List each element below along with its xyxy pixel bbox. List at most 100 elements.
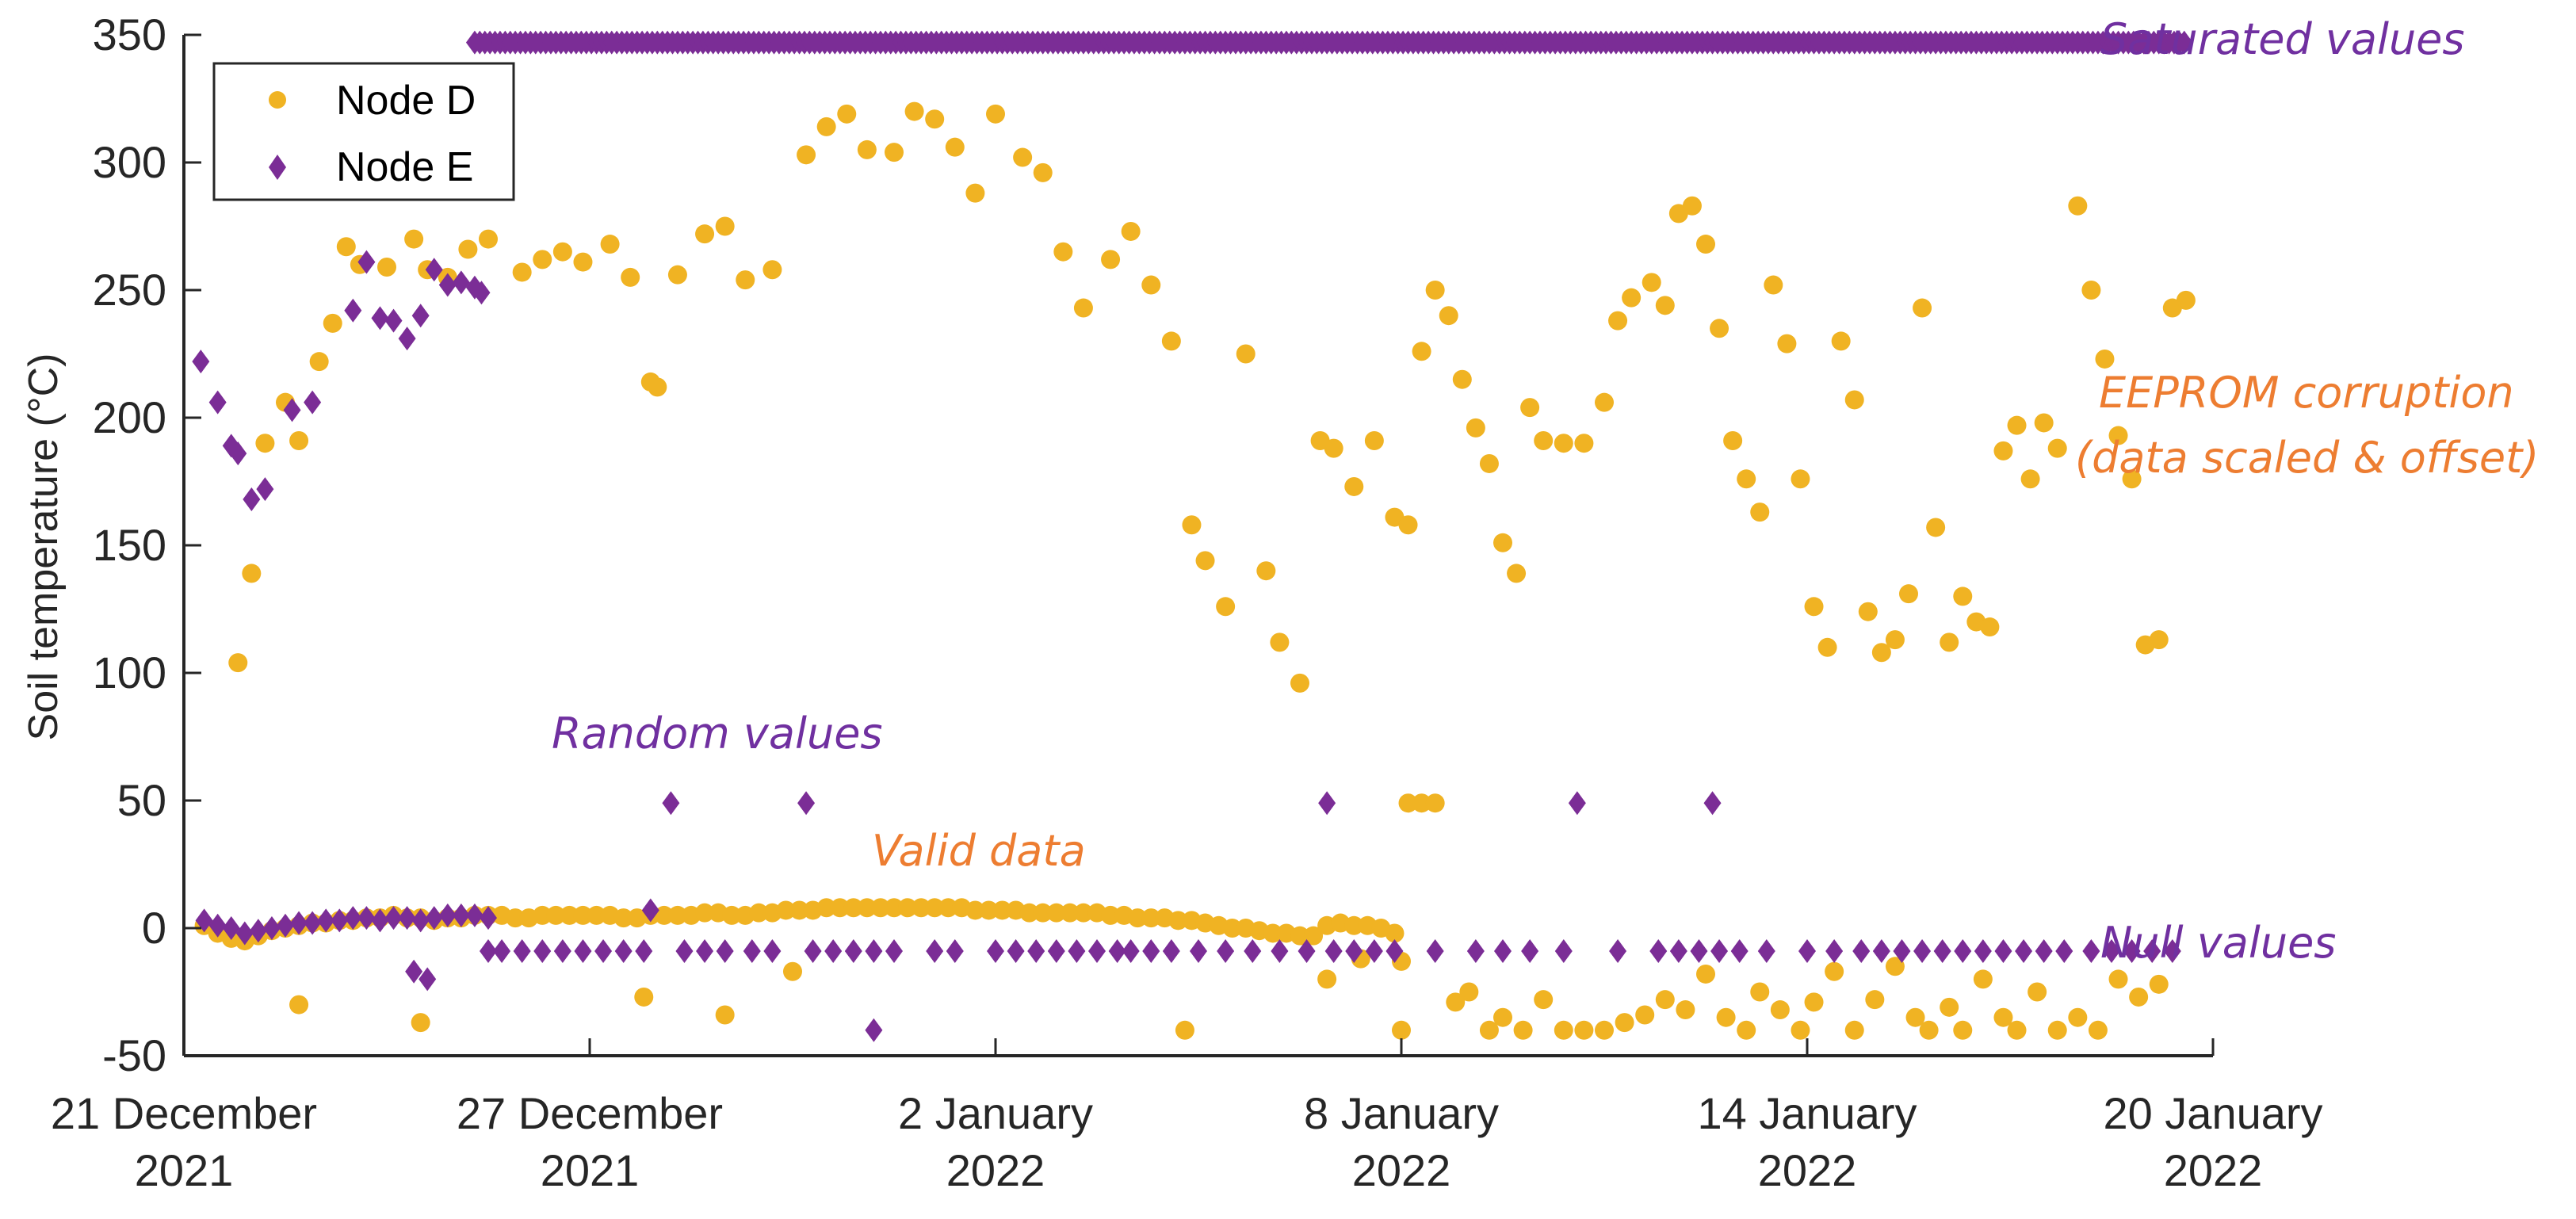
node-e-point [304,911,322,935]
node-d-point [1926,518,1946,537]
node-e-point [425,258,443,282]
node-e-point [594,938,613,963]
node-e-point [1324,938,1343,963]
legend-node-d-marker [269,91,286,109]
node-d-point [1831,331,1851,351]
node-e-point [2163,938,2181,963]
node-e-point [1088,938,1106,963]
node-d-point [2108,426,2128,445]
node-d-point [1168,911,1188,930]
node-d-point [1953,587,1973,606]
node-d-point [816,898,836,918]
node-e-point [2143,938,2161,963]
node-d-point [1425,281,1445,300]
node-e-point [472,281,491,305]
node-d-point [1885,630,1905,650]
node-d-point [837,104,857,124]
node-d-point [1899,584,1918,604]
node-d-point [1817,637,1837,657]
node-e-point [1568,791,1586,816]
node-d-point [1412,342,1431,361]
node-d-point [1993,1007,2013,1027]
node-d-point [1871,643,1891,663]
node-e-point [662,791,680,816]
node-d-point [1161,331,1181,351]
node-e-point [865,938,883,963]
node-e-point [2175,30,2193,55]
node-d-point [2149,630,2169,650]
node-d-point [479,229,498,249]
y-tick-label: 300 [93,137,166,187]
node-d-point [1195,551,1215,571]
node-d-point [1493,1007,1512,1027]
node-d-point [695,903,715,923]
node-e-point [384,906,403,930]
node-e-point [425,906,443,930]
node-d-point [1737,1020,1756,1040]
node-d-point [1439,306,1458,326]
node-d-point [816,117,836,136]
node-d-point [885,898,904,918]
node-d-point [1885,957,1905,976]
node-d-point [1513,1020,1533,1040]
node-e-point [641,898,659,923]
node-d-point [1425,793,1445,813]
node-e-point [1318,791,1336,816]
node-e-point [1872,938,1890,963]
node-d-point [600,235,620,254]
node-d-point [546,905,566,925]
node-e-point [1798,938,1816,963]
x-tick-label-year: 2021 [541,1145,640,1195]
node-d-point [1844,1020,1864,1040]
node-e-point [987,938,1004,963]
node-d-point [1479,453,1499,473]
node-d-point [654,905,674,925]
node-d-point [1940,632,1959,652]
node-d-point [925,109,945,129]
legend: Node D Node E [212,62,515,201]
node-d-point [2068,1007,2088,1027]
node-e-series [192,30,2193,1042]
node-e-point [865,1018,883,1042]
node-d-point [1750,982,1770,1002]
node-d-point [1141,908,1161,928]
node-e-point [1426,938,1444,963]
node-d-point [323,313,342,333]
node-d-point [843,898,863,918]
node-d-point [587,905,606,925]
node-d-point [1696,964,1715,984]
x-tick-label: 8 January [1304,1088,1499,1138]
node-e-point [411,304,430,328]
node-d-point [1385,923,1405,943]
node-e-point [1974,938,1992,963]
node-e-point [1068,938,1086,963]
node-d-point [1216,597,1236,617]
node-d-point [613,908,633,928]
x-tick-label-year: 2022 [1758,1145,1857,1195]
node-e-point [797,791,816,816]
node-d-point [1290,926,1309,946]
node-e-point [1554,938,1573,963]
node-e-point [1521,938,1539,963]
node-e-point [195,908,213,933]
node-d-point [2149,974,2169,994]
node-d-point [2108,969,2128,989]
node-d-point [1655,296,1675,315]
x-tick-label: 14 January [1697,1088,1917,1138]
node-d-point [1622,288,1642,308]
y-tick-label: 250 [93,265,166,315]
annotation-null-values: Null values [2100,918,2336,968]
node-e-point [946,938,964,963]
legend-node-e-label: Node E [336,144,473,190]
node-e-point [243,487,261,512]
node-d-point [797,145,816,165]
y-tick-label: 350 [93,10,166,59]
node-d-point [715,216,735,236]
node-e-point [1609,938,1627,963]
node-d-point [1466,418,1485,438]
node-d-point [1324,438,1343,458]
node-e-point [208,913,227,938]
node-d-point [1493,533,1512,552]
node-e-point [1933,938,1951,963]
node-e-point [371,306,389,331]
